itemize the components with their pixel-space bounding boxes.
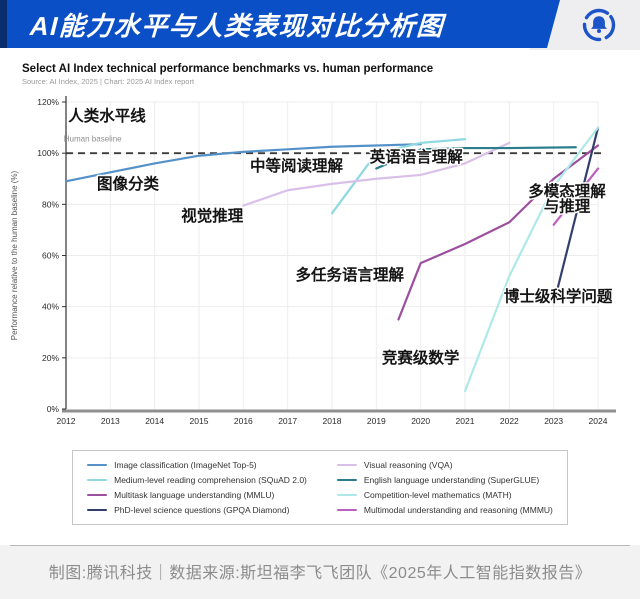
- y-tick-label: 80%: [42, 199, 59, 209]
- x-tick-label: 2023: [544, 416, 563, 426]
- x-tick-label: 2017: [278, 416, 297, 426]
- legend-item: PhD-level science questions (GPQA Diamon…: [87, 505, 307, 515]
- footer-divider: [10, 545, 630, 546]
- footer: 制图:腾讯科技｜数据来源:斯坦福李飞飞团队《2025年人工智能指数报告》: [0, 545, 640, 599]
- x-tick-label: 2016: [234, 416, 253, 426]
- legend-label: PhD-level science questions (GPQA Diamon…: [114, 505, 290, 515]
- legend-item: English language understanding (SuperGLU…: [336, 475, 553, 485]
- chart-title: Select AI Index technical performance be…: [22, 63, 434, 75]
- chart-annotation: 人类水平线: [68, 106, 146, 125]
- y-tick-label: 0%: [47, 404, 60, 414]
- x-tick-label: 2022: [500, 416, 519, 426]
- header-banner: AI能力水平与人类表现对比分析图: [0, 0, 640, 50]
- legend-label: Multitask language understanding (MMLU): [114, 490, 275, 500]
- page-title: AI能力水平与人类表现对比分析图: [29, 10, 445, 41]
- y-tick-label: 120%: [37, 97, 59, 107]
- footer-credit: 制图:腾讯科技｜数据来源:斯坦福李飞飞团队《2025年人工智能指数报告》: [48, 565, 592, 582]
- series-line: [242, 141, 511, 207]
- legend-swatch: [87, 478, 108, 482]
- legend-label: Visual reasoning (VQA): [363, 460, 453, 470]
- chart-annotation: 英语语言理解: [369, 147, 464, 166]
- x-tick-label: 2020: [411, 416, 430, 426]
- legend-swatch: [87, 508, 108, 512]
- legend-swatch: [87, 463, 108, 467]
- x-tick-label: 2024: [589, 416, 608, 426]
- x-tick-label: 2014: [145, 416, 164, 426]
- legend-item: Multimodal understanding and reasoning (…: [336, 505, 553, 515]
- legend-item: Image classification (ImageNet Top-5): [87, 460, 307, 470]
- series-line: [330, 137, 467, 215]
- legend-swatch: [336, 463, 357, 467]
- series-line: [375, 146, 577, 170]
- legend-label: English language understanding (SuperGLU…: [363, 475, 540, 485]
- x-tick-label: 2013: [101, 416, 120, 426]
- legend-label: Image classification (ImageNet Top-5): [114, 460, 257, 470]
- series-line: [397, 144, 600, 321]
- y-tick-label: 40%: [42, 302, 59, 312]
- chart-card: Select AI Index technical performance be…: [0, 50, 640, 545]
- legend-swatch: [336, 508, 357, 512]
- chart-annotation: 博士级科学问题: [504, 287, 613, 306]
- chart-annotation: 多任务语言理解: [295, 265, 404, 284]
- chart-annotation: 视觉推理: [181, 206, 244, 225]
- x-tick-label: 2015: [190, 416, 209, 426]
- chart-annotation: 图像分类: [97, 174, 160, 193]
- series-line: [463, 126, 600, 393]
- chart-source: Source: AI Index, 2025 | Chart: 2025 AI …: [22, 77, 195, 86]
- chart-annotation: 多模态理解与推理: [528, 182, 606, 216]
- chart-annotation: 竞赛级数学: [382, 348, 460, 367]
- header-accent-strip: [0, 0, 7, 48]
- y-axis-title: Performance relative to the human baseli…: [10, 170, 19, 340]
- legend-label: Competition-level mathematics (MATH): [363, 490, 512, 500]
- header-banner-blue: AI能力水平与人类表现对比分析图: [0, 0, 560, 48]
- legend-swatch: [336, 478, 357, 482]
- legend-label: Multimodal understanding and reasoning (…: [363, 505, 553, 515]
- chart-legend: Image classification (ImageNet Top-5) Med…: [72, 450, 568, 525]
- y-tick-label: 100%: [37, 148, 59, 158]
- performance-chart: 0% 20% 40% 60% 80% 100% 120% 2012 2013 2014 2015 20…: [10, 96, 616, 426]
- series-line: [64, 143, 422, 183]
- chart-annotation: Human baseline: [64, 135, 122, 144]
- chart-annotation: 中等阅读理解: [250, 156, 344, 175]
- legend-label: Medium-level reading comprehension (SQuA…: [114, 475, 307, 485]
- legend-swatch: [336, 493, 357, 497]
- x-tick-label: 2018: [323, 416, 342, 426]
- legend-item: Visual reasoning (VQA): [336, 460, 553, 470]
- legend-item: Multitask language understanding (MMLU): [87, 490, 307, 500]
- x-tick-label: 2021: [456, 416, 475, 426]
- y-tick-label: 60%: [42, 251, 59, 261]
- legend-swatch: [87, 493, 108, 497]
- x-tick-label: 2012: [57, 416, 76, 426]
- legend-item: Competition-level mathematics (MATH): [336, 490, 553, 500]
- y-tick-label: 20%: [42, 353, 59, 363]
- series-line: [552, 126, 600, 306]
- x-tick-label: 2019: [367, 416, 386, 426]
- tencent-tech-logo-icon: [582, 8, 616, 42]
- series-line: [552, 167, 600, 226]
- legend-item: Medium-level reading comprehension (SQuA…: [87, 475, 307, 485]
